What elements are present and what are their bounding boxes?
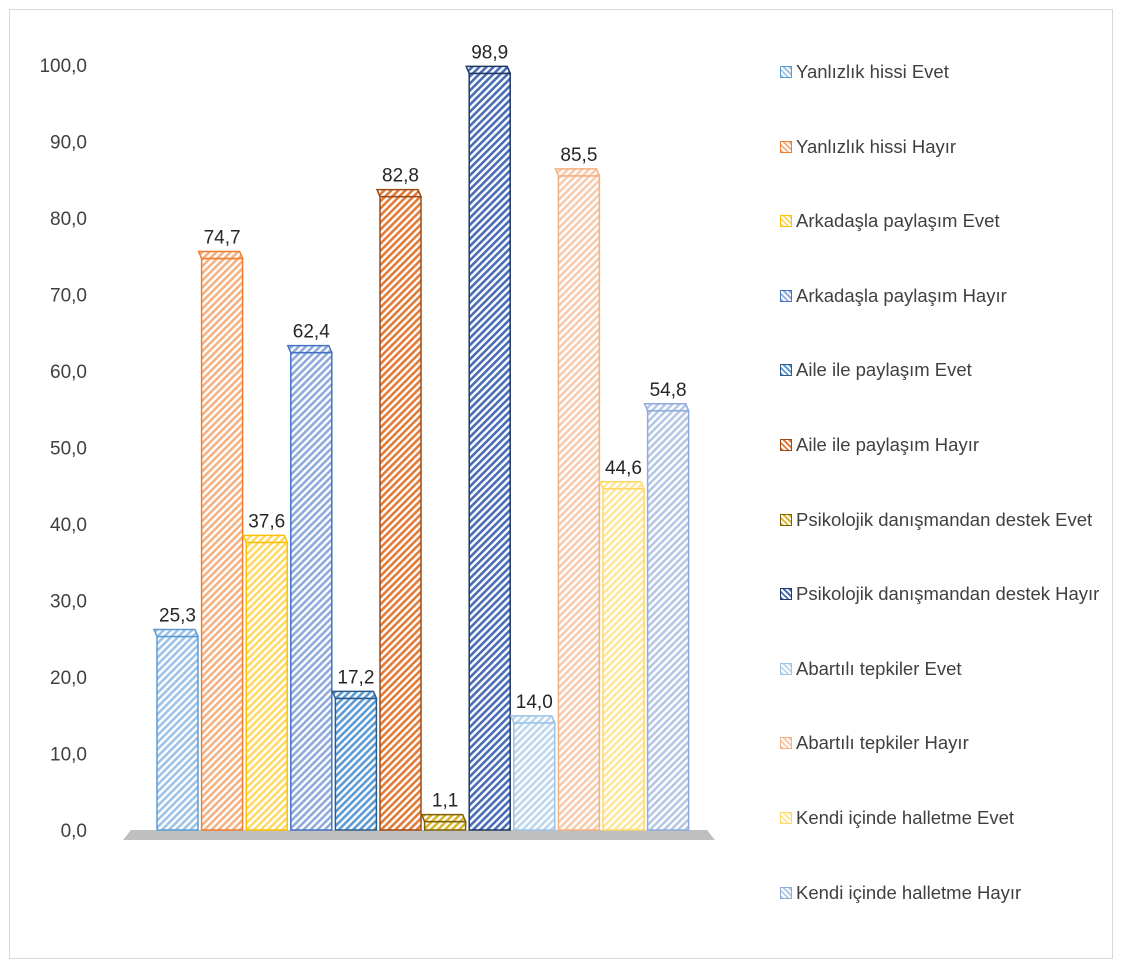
y-tick-label: 50,0 (50, 439, 87, 460)
bar (598, 481, 646, 831)
data-label: 98,9 (471, 42, 508, 63)
data-label: 85,5 (560, 145, 597, 166)
data-label: 37,6 (248, 511, 285, 532)
legend-entry: Arkadaşla paylaşım Evet (780, 207, 1110, 235)
data-label: 44,6 (605, 458, 642, 479)
legend-entry: Kendi içinde halletme Hayır (780, 879, 1110, 907)
legend-swatch-icon (780, 662, 792, 675)
legend-swatch-icon (780, 66, 792, 78)
legend-label: Aile ile paylaşım Evet (796, 359, 972, 381)
legend-entry: Aile ile paylaşım Evet (780, 356, 1110, 384)
data-label: 1,1 (432, 791, 458, 812)
legend-entry: Psikolojik danışmandan destek Hayır (780, 580, 1110, 608)
data-label: 14,0 (516, 692, 553, 713)
legend-swatch-icon (780, 215, 792, 228)
legend-entry: Kendi içinde halletme Evet (780, 804, 1110, 832)
bar (465, 65, 512, 831)
floor-plane (123, 830, 715, 840)
legend-entry: Aile ile paylaşım Hayır (780, 431, 1110, 459)
legend-swatch-icon (780, 886, 792, 899)
legend-entry: Yanlızlık hissi Hayır (780, 133, 1110, 161)
bar (152, 628, 200, 831)
y-tick-label: 70,0 (50, 286, 87, 307)
data-label: 17,2 (337, 667, 374, 688)
legend-label: Arkadaşla paylaşım Hayır (796, 284, 1007, 306)
legend-swatch-icon (780, 364, 792, 377)
legend-swatch-icon (780, 439, 792, 451)
legend-label: Yanlızlık hissi Hayır (796, 135, 957, 157)
y-tick-label: 10,0 (50, 745, 87, 766)
legend-entry: Psikolojik danışmandan destek Evet (780, 506, 1110, 534)
legend-entry: Yanlızlık hissi Evet (780, 58, 1110, 86)
bar (375, 188, 423, 831)
data-label: 54,8 (650, 380, 687, 401)
legend-label: Arkadaşla paylaşım Evet (796, 210, 1000, 232)
y-tick-label: 30,0 (50, 592, 87, 613)
bar (242, 534, 289, 831)
legend-swatch-icon (780, 588, 792, 601)
bar (420, 813, 467, 831)
legend-label: Kendi içinde halletme Hayır (796, 881, 1022, 903)
legend-label: Kendi içinde halletme Evet (796, 807, 1015, 828)
legend-swatch-icon (780, 140, 792, 153)
data-label: 82,8 (382, 166, 419, 187)
y-tick-label: 0,0 (61, 821, 87, 842)
legend-entry: Arkadaşla paylaşım Hayır (780, 282, 1110, 310)
data-label: 25,3 (159, 605, 196, 626)
data-labels: 25,3 74,7 37,6 62,4 17,2 82,8 1,1 98,9 14,0 85,5 4… (159, 42, 687, 811)
legend-swatch-icon (780, 812, 792, 824)
y-tick-label: 40,0 (50, 515, 87, 536)
legend-label: Yanlızlık hissi Evet (796, 61, 949, 82)
bar (643, 403, 690, 831)
legend-entry: Abartılı tepkiler Evet (780, 655, 1110, 683)
y-tick-label: 60,0 (50, 362, 87, 383)
legend-label: Abartılı tepkiler Hayır (796, 732, 969, 754)
bar (509, 715, 556, 831)
legend-entry: Abartılı tepkiler Hayır (780, 729, 1110, 757)
y-tick-label: 100,0 (39, 56, 87, 77)
data-label: 62,4 (293, 322, 330, 343)
bar (286, 344, 333, 831)
bar (554, 168, 601, 831)
bar (331, 690, 378, 831)
y-tick-label: 90,0 (50, 133, 87, 154)
legend-swatch-icon (780, 289, 792, 302)
y-tick-label: 20,0 (50, 668, 87, 689)
y-axis-ticks: 0,0 10,0 20,0 30,0 40,0 50,0 60,0 70,0 80,0 90,0 1… (39, 56, 87, 842)
bar-series (152, 65, 690, 831)
data-label: 74,7 (204, 228, 241, 249)
legend-label: Psikolojik danışmandan destek Evet (796, 508, 1093, 530)
y-tick-label: 80,0 (50, 209, 87, 230)
legend-label: Aile ile paylaşım Hayır (796, 434, 980, 455)
bar (197, 250, 244, 831)
chart-floor (123, 830, 715, 840)
legend-label: Psikolojik danışmandan destek Hayır (796, 583, 1100, 605)
legend-swatch-icon (780, 737, 792, 750)
legend-swatch-icon (780, 513, 792, 526)
legend-label: Abartılı tepkiler Evet (796, 657, 962, 679)
